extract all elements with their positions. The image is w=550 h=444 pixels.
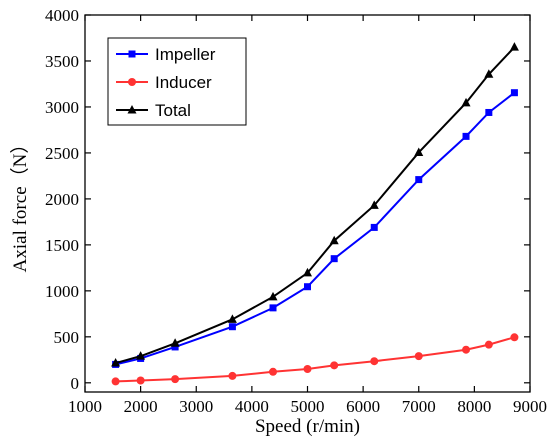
- data-point-inducer: [228, 371, 237, 380]
- series-layer: [111, 42, 519, 386]
- x-tick-label: 4000: [235, 397, 269, 416]
- y-tick-label: 1500: [45, 236, 79, 255]
- y-axis-title: Axial force（N）: [9, 135, 31, 273]
- data-point-impeller: [269, 304, 277, 312]
- x-tick-label: 7000: [402, 397, 436, 416]
- x-tick-label: 1000: [68, 397, 102, 416]
- y-tick-label: 0: [71, 374, 80, 393]
- data-point-impeller: [462, 132, 470, 140]
- data-point-impeller: [228, 323, 236, 331]
- x-tick-label: 6000: [346, 397, 380, 416]
- x-tick-label: 9000: [513, 397, 547, 416]
- data-point-total: [509, 42, 519, 51]
- data-point-total: [414, 147, 424, 156]
- data-point-total: [329, 235, 339, 245]
- series-total: [111, 42, 519, 367]
- series-line-impeller: [115, 91, 516, 366]
- legend-item-inducer: Inducer: [116, 73, 212, 92]
- data-point-impeller: [304, 283, 311, 291]
- data-point-impeller: [510, 89, 518, 97]
- data-point-inducer: [510, 333, 519, 342]
- y-tick-label: 2500: [45, 144, 79, 163]
- data-point-total: [484, 69, 494, 78]
- data-point-total: [227, 314, 237, 323]
- legend-swatch-marker: [128, 50, 136, 58]
- legend-swatch-marker: [128, 78, 136, 86]
- data-point-total: [369, 200, 379, 209]
- y-tick-label: 500: [54, 328, 80, 347]
- data-point-inducer: [462, 345, 471, 354]
- x-tick-label: 3000: [179, 397, 213, 416]
- legend-item-total: Total: [116, 101, 191, 120]
- data-point-total: [461, 97, 471, 107]
- data-point-impeller: [485, 108, 493, 116]
- data-point-inducer: [111, 377, 120, 386]
- data-point-total: [136, 351, 146, 360]
- series-impeller: [112, 89, 518, 368]
- series-inducer: [111, 333, 519, 386]
- x-axis-title: Speed (r/min): [255, 416, 360, 437]
- x-tick-label: 8000: [457, 397, 491, 416]
- data-point-total: [111, 358, 121, 367]
- y-tick-label: 1000: [45, 282, 79, 301]
- data-point-total: [303, 267, 312, 277]
- data-point-total: [268, 291, 278, 301]
- legend: Impeller Inducer Total: [107, 37, 247, 126]
- data-point-inducer: [171, 375, 180, 384]
- y-tick-label: 4000: [45, 6, 79, 25]
- legend-label-total: Total: [155, 101, 191, 120]
- plot-frame: [84, 14, 531, 393]
- data-point-inducer: [484, 340, 493, 349]
- data-point-inducer: [330, 361, 339, 370]
- data-point-impeller: [415, 176, 423, 184]
- data-point-impeller: [330, 255, 338, 263]
- x-axis-ticks: 1000 2000 3000 4000 5000 6000 7000 8000 9000: [68, 15, 547, 416]
- y-tick-label: 3500: [45, 52, 79, 71]
- data-point-inducer: [370, 357, 379, 366]
- data-point-inducer: [414, 352, 423, 361]
- y-tick-label: 2000: [45, 190, 79, 209]
- y-tick-label: 3000: [45, 98, 79, 117]
- series-line-total: [115, 46, 516, 364]
- data-point-impeller: [370, 223, 378, 231]
- legend-swatch-marker: [127, 105, 137, 114]
- data-point-impeller: [171, 343, 179, 351]
- legend-label-impeller: Impeller: [155, 45, 216, 64]
- legend-label-inducer: Inducer: [155, 73, 212, 92]
- data-point-total: [170, 338, 180, 347]
- data-point-inducer: [303, 365, 312, 374]
- legend-item-impeller: Impeller: [116, 45, 216, 64]
- data-point-inducer: [136, 376, 145, 385]
- data-point-inducer: [269, 367, 278, 376]
- x-tick-label: 2000: [124, 397, 158, 416]
- x-tick-label: 5000: [291, 397, 325, 416]
- y-axis-ticks: 0 500 1000 1500 2000 2500 3000 3500 4000: [45, 6, 530, 393]
